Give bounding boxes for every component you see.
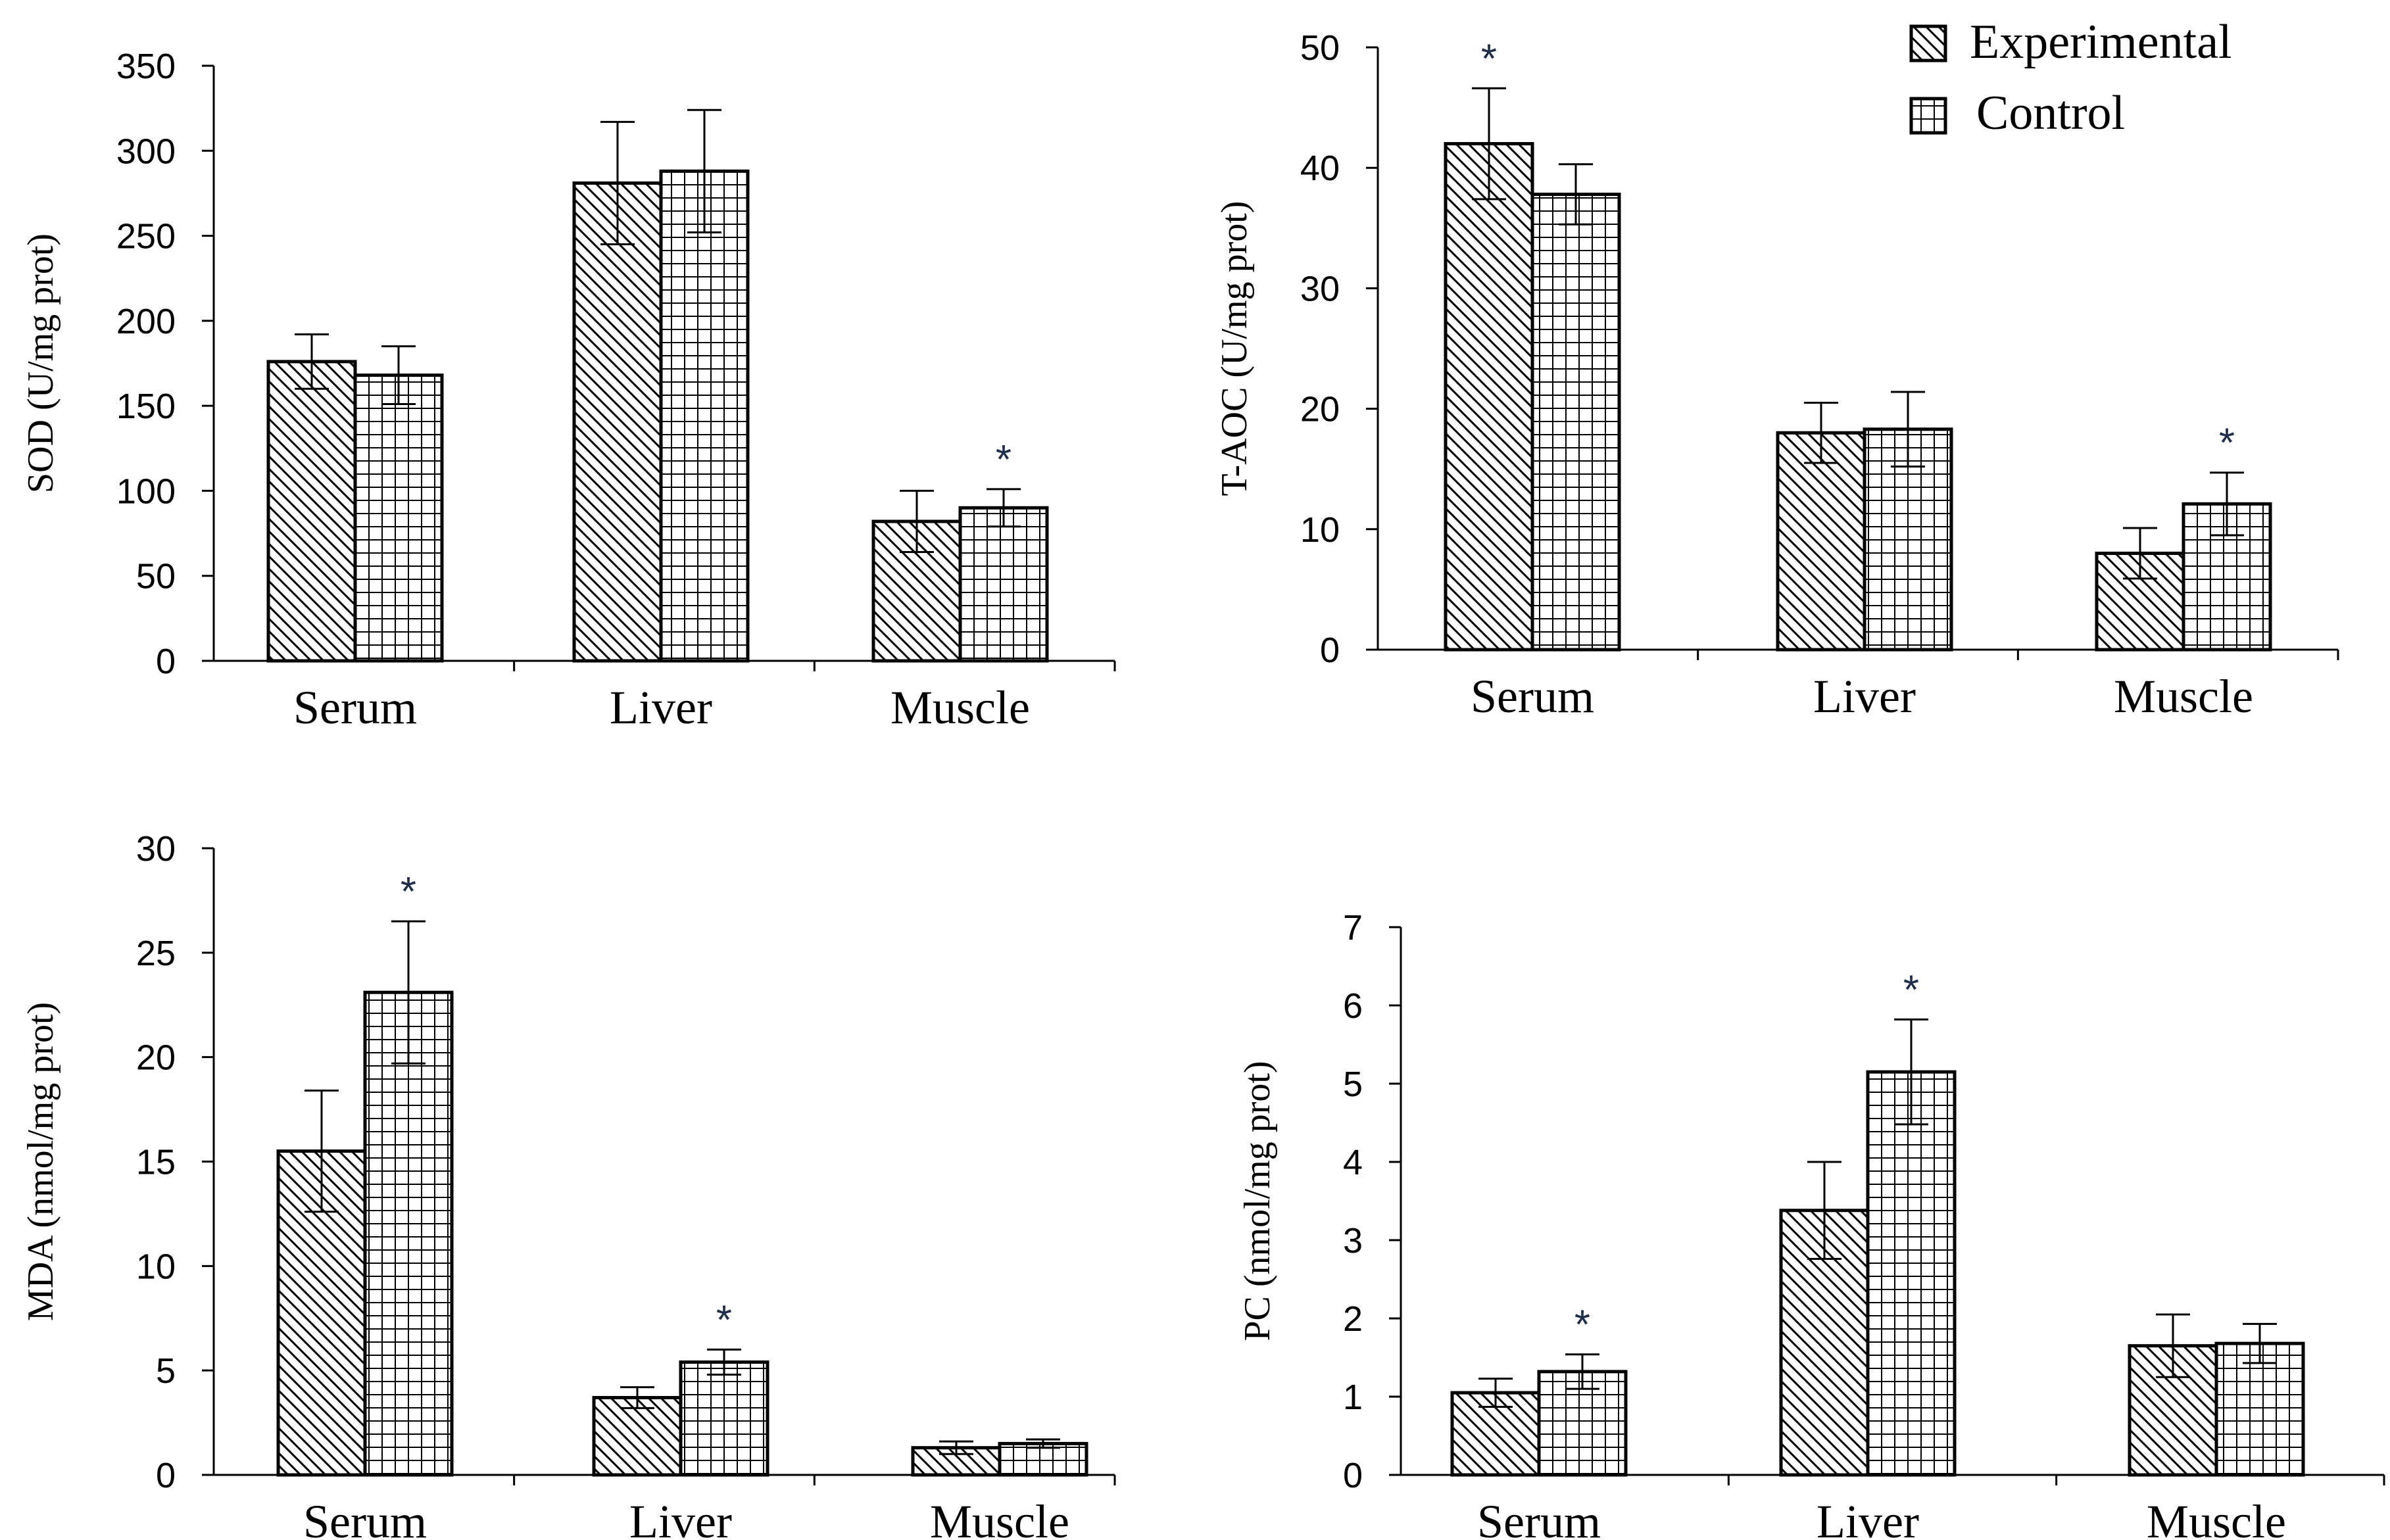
bar-control-liver <box>1866 1070 1957 1477</box>
y-tick-label: 2 <box>1343 1299 1363 1339</box>
x-category-label: Muscle <box>890 681 1030 734</box>
y-tick-label: 0 <box>156 1456 176 1495</box>
bar-experimental-serum <box>1444 142 1534 652</box>
y-axis-label: MDA (nmol/mg prot) <box>20 1002 61 1321</box>
y-tick-label: 7 <box>1343 908 1363 948</box>
bar-control-liver <box>659 169 750 663</box>
x-category-label: Liver <box>1817 1495 1919 1540</box>
y-tick-label: 100 <box>116 471 176 511</box>
y-axis-label: T-AOC (U/mg prot) <box>1214 201 1255 496</box>
bar-experimental-serum <box>266 360 357 663</box>
bar-control-serum <box>1530 193 1621 652</box>
y-tick-label: 0 <box>1343 1456 1363 1495</box>
legend-swatch-control <box>1909 97 1947 135</box>
y-tick-label: 300 <box>116 132 176 171</box>
significance-marker: * <box>1574 1303 1590 1348</box>
bar-control-muscle <box>2214 1341 2305 1477</box>
y-tick-label: 10 <box>1300 510 1340 550</box>
y-tick-label: 30 <box>136 829 176 869</box>
y-tick-label: 25 <box>136 934 176 973</box>
y-tick-label: 50 <box>1300 28 1340 68</box>
y-tick-label: 5 <box>156 1351 176 1391</box>
y-tick-label: 4 <box>1343 1143 1363 1182</box>
significance-marker: * <box>1903 967 1919 1013</box>
x-category-label: Liver <box>629 1495 732 1540</box>
bar-control-liver <box>679 1360 769 1477</box>
bar-experimental-liver <box>592 1395 683 1477</box>
bar-control-muscle <box>998 1441 1088 1477</box>
significance-marker: * <box>401 869 416 915</box>
y-tick-label: 30 <box>1300 269 1340 308</box>
y-tick-label: 6 <box>1343 986 1363 1026</box>
significance-marker: * <box>2219 421 2235 466</box>
legend-label-control: Control <box>1976 86 2125 140</box>
chart-panel-pc: 0 1 2 3 4 5 6 7 PC (nmol/mg prot) Serum Liver Muscl… <box>1237 908 2385 1540</box>
x-category-label: Serum <box>293 681 417 734</box>
y-tick-label: 40 <box>1300 149 1340 188</box>
legend-swatch-experimental <box>1909 24 1947 62</box>
significance-marker: * <box>996 437 1012 483</box>
bar-control-muscle <box>958 506 1049 663</box>
y-tick-label: 3 <box>1343 1221 1363 1261</box>
y-tick-label: 50 <box>136 557 176 596</box>
y-tick-label: 5 <box>1343 1065 1363 1104</box>
y-tick-label: 250 <box>116 217 176 256</box>
y-tick-label: 350 <box>116 47 176 86</box>
x-category-label: Liver <box>1813 670 1916 723</box>
significance-marker: * <box>716 1297 732 1343</box>
y-tick-label: 150 <box>116 387 176 426</box>
chart-panel-mda: 0 5 10 15 20 25 30 MDA (nmol/mg prot) Serum Liver… <box>20 829 1116 1540</box>
bar-control-serum <box>363 990 454 1477</box>
y-tick-label: 1 <box>1343 1378 1363 1417</box>
x-category-label: Serum <box>303 1495 427 1540</box>
y-tick-label: 20 <box>136 1038 176 1078</box>
legend-label-experimental: Experimental <box>1970 15 2232 69</box>
y-tick-label: 10 <box>136 1247 176 1286</box>
y-axis-label: SOD (U/mg prot) <box>20 233 61 493</box>
y-axis-label: PC (nmol/mg prot) <box>1237 1061 1278 1341</box>
bar-control-serum <box>353 373 444 663</box>
x-category-label: Serum <box>1471 670 1594 723</box>
y-tick-label: 200 <box>116 302 176 341</box>
y-tick-label: 0 <box>156 642 176 681</box>
bar-experimental-liver <box>1776 431 1866 652</box>
x-category-label: Muscle <box>2147 1495 2286 1540</box>
x-category-label: Muscle <box>2114 670 2253 723</box>
significance-marker: * <box>1481 36 1497 82</box>
x-category-label: Serum <box>1477 1495 1601 1540</box>
y-tick-label: 20 <box>1300 390 1340 429</box>
bar-experimental-liver <box>572 181 663 663</box>
x-category-label: Muscle <box>930 1495 1069 1540</box>
x-category-label: Liver <box>610 681 712 734</box>
y-tick-label: 15 <box>136 1143 176 1182</box>
legend: Experimental Control <box>1909 15 2232 140</box>
y-tick-label: 0 <box>1320 631 1340 670</box>
chart-panel-taoc: 0 10 20 30 40 50 T-AOC (U/mg prot) Serum Liver Mu… <box>1214 28 2339 723</box>
chart-panel-sod: 0 50 100 150 200 250 300 350 SOD (U/mg prot) Seru… <box>20 47 1116 734</box>
